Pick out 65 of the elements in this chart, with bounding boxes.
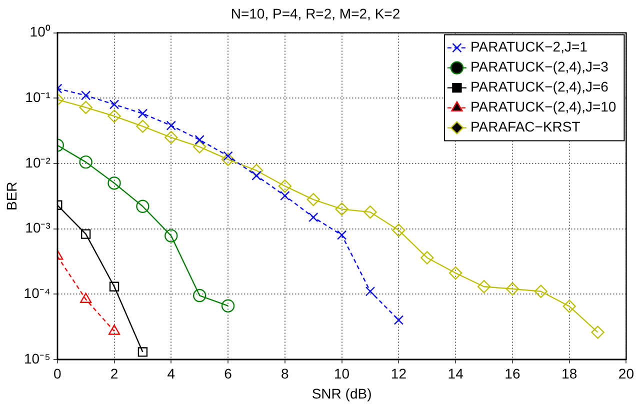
point (534, 284, 548, 298)
x-tick-label: 14 (448, 366, 464, 382)
x-tick-label: 20 (618, 366, 634, 382)
point (79, 155, 92, 169)
point (108, 110, 121, 123)
y-tick-label: 10⁻³ (25, 220, 51, 236)
point (80, 229, 91, 239)
legend-label: PARATUCK−(2,4),J=10 (470, 98, 616, 115)
x-tick-label: 6 (224, 366, 232, 382)
x-tick-label: 2 (110, 366, 118, 382)
point (221, 152, 235, 166)
x-tick-label: 12 (390, 366, 407, 382)
point (221, 299, 235, 312)
point (392, 224, 406, 237)
point (109, 282, 120, 292)
x-axis-title: SNR (dB) (312, 385, 372, 402)
point (138, 108, 148, 118)
point (250, 164, 264, 178)
point (164, 229, 178, 242)
point (192, 288, 206, 302)
point (79, 100, 92, 114)
point (166, 120, 176, 130)
point (365, 286, 376, 296)
y-tick-label: 10⁻² (25, 154, 51, 170)
point (364, 205, 377, 219)
point (591, 326, 604, 339)
point (278, 179, 292, 193)
legend-label: PARATUCK−(2,4),J=3 (470, 58, 609, 75)
point (136, 120, 150, 133)
x-tick-label: 8 (281, 366, 290, 382)
point (448, 266, 462, 280)
x-tick-label: 16 (504, 366, 520, 382)
y-tick-label: 10⁰ (30, 24, 50, 40)
y-axis-title: BER (3, 182, 20, 210)
point (192, 140, 206, 154)
point (336, 230, 347, 240)
point (80, 292, 92, 303)
legend-label: PARATUCK−2,J=1 (470, 38, 588, 55)
point (562, 300, 576, 313)
point (80, 90, 91, 100)
point (477, 280, 491, 294)
x-tick-label: 0 (53, 366, 62, 382)
legend-label: PARATUCK−(2,4),J=6 (470, 78, 609, 95)
point (308, 212, 318, 222)
y-tick-label: 10⁻¹ (25, 88, 51, 105)
y-tick-label: 10⁻⁵ (24, 350, 50, 366)
point (164, 130, 178, 144)
point (394, 315, 404, 325)
point (420, 251, 434, 264)
point (506, 282, 520, 296)
x-tick-label: 4 (167, 366, 176, 382)
x-tick-label: 18 (562, 366, 578, 382)
x-tick-label: 10 (334, 366, 350, 382)
point (109, 100, 120, 110)
point (335, 202, 348, 216)
point (306, 192, 320, 206)
point (136, 200, 150, 213)
point (108, 324, 120, 335)
point (108, 176, 121, 190)
point (194, 134, 204, 145)
point (280, 190, 290, 201)
point (138, 347, 148, 357)
legend-label: PARAFAC−KRST (470, 118, 581, 135)
chart-title: N=10, P=4, R=2, M=2, K=2 (230, 5, 400, 22)
y-tick-label: 10⁻⁴ (24, 284, 50, 301)
